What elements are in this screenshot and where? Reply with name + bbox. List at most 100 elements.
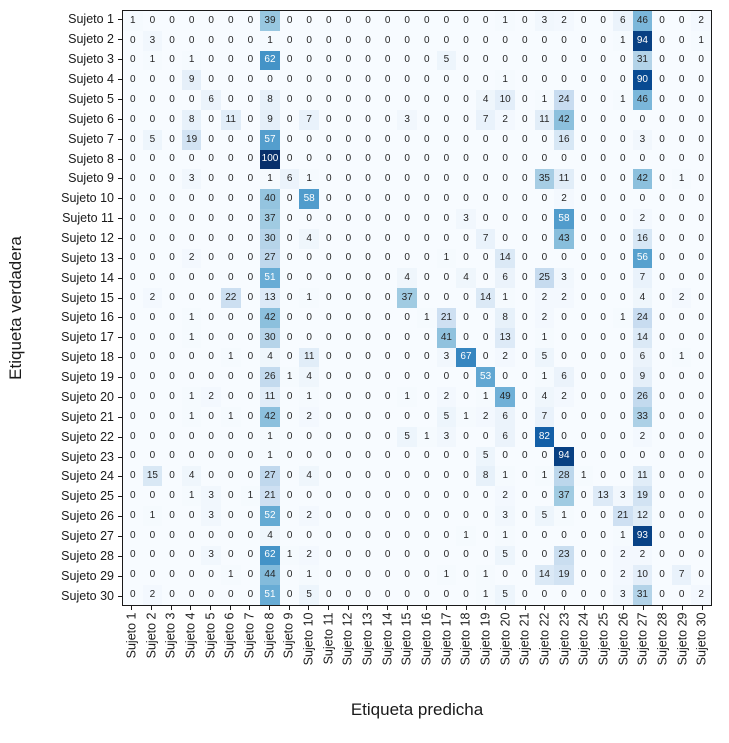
heatmap-cell: 1 [534, 367, 555, 388]
heatmap-cell: 0 [417, 327, 437, 348]
heatmap-cell: 0 [358, 585, 378, 605]
heatmap-cell: 0 [397, 169, 417, 190]
heatmap-cell: 0 [593, 288, 613, 308]
heatmap-cell: 1 [142, 505, 163, 526]
heatmap-cell: 0 [221, 505, 241, 526]
heatmap-cell: 0 [534, 486, 555, 506]
heatmap-cell: 0 [573, 149, 594, 170]
heatmap-cell: 4 [475, 90, 496, 110]
x-tick-mark [524, 606, 526, 610]
heatmap-cell: 0 [613, 288, 633, 308]
heatmap-cell: 0 [691, 466, 711, 487]
heatmap-cell: 30 [260, 327, 280, 348]
heatmap-cell: 0 [377, 248, 398, 269]
heatmap-cell: 2 [436, 387, 457, 407]
heatmap-cell: 0 [279, 228, 300, 249]
heatmap-cell: 0 [456, 149, 476, 170]
heatmap-cell: 0 [475, 505, 496, 526]
heatmap-cell: 0 [142, 367, 163, 388]
heatmap-cell: 0 [397, 367, 417, 388]
heatmap-cell: 0 [475, 70, 496, 91]
heatmap-cell: 37 [397, 288, 417, 308]
heatmap-cell: 9 [181, 70, 202, 91]
heatmap-cell: 9 [632, 367, 653, 388]
heatmap-cell: 0 [534, 30, 555, 51]
heatmap-cell: 0 [554, 70, 574, 91]
heatmap-cell: 0 [652, 248, 672, 269]
heatmap-cell: 0 [319, 525, 339, 546]
heatmap-cell: 0 [554, 347, 574, 368]
heatmap-cell: 37 [554, 486, 574, 506]
y-tick-mark [118, 118, 122, 120]
y-tick-mark [118, 416, 122, 418]
heatmap-cell: 0 [240, 248, 261, 269]
heatmap-cell: 0 [397, 446, 417, 467]
heatmap-cell: 0 [240, 30, 261, 51]
x-tick-label: Sujeto 2 [144, 612, 158, 659]
heatmap-cell: 0 [142, 525, 163, 546]
heatmap-cell: 0 [652, 426, 672, 447]
heatmap-cell: 0 [240, 525, 261, 546]
heatmap-cell: 1 [671, 169, 692, 190]
heatmap-cell: 0 [201, 446, 221, 467]
heatmap-cell: 0 [475, 149, 496, 170]
heatmap-cell: 2 [554, 387, 574, 407]
heatmap-cell: 0 [573, 268, 594, 289]
heatmap-cell: 0 [240, 307, 261, 328]
heatmap-cell: 0 [221, 486, 241, 506]
x-tick-label: Sujeto 7 [242, 612, 257, 659]
heatmap-cell: 0 [397, 525, 417, 546]
heatmap-cell: 0 [162, 109, 182, 130]
heatmap-cell: 0 [515, 208, 535, 229]
x-tick-mark [682, 606, 683, 610]
heatmap-cell: 0 [436, 70, 457, 91]
heatmap-cell: 5 [534, 347, 555, 368]
y-tick-label: Sujeto 15 [61, 290, 114, 305]
heatmap-cell: 0 [652, 327, 672, 348]
heatmap-cell: 0 [123, 426, 143, 447]
heatmap-cell: 0 [397, 545, 417, 566]
heatmap-cell: 0 [475, 30, 496, 51]
y-tick-label: Sujeto 9 [68, 171, 114, 186]
heatmap-cell: 0 [573, 11, 594, 31]
y-tick-label: Sujeto 16 [61, 310, 114, 325]
heatmap-cell: 0 [593, 228, 613, 249]
heatmap-cell: 1 [436, 248, 457, 269]
heatmap-cell: 0 [456, 307, 476, 328]
heatmap-cell: 0 [240, 367, 261, 388]
heatmap-cell: 0 [299, 486, 319, 506]
heatmap-cell: 0 [671, 327, 692, 348]
x-tick-label: Sujeto 17 [439, 612, 453, 666]
heatmap-cell: 0 [534, 248, 555, 269]
heatmap-cell: 14 [632, 327, 653, 348]
heatmap-cell: 0 [240, 189, 261, 209]
y-tick-label: Sujeto 24 [61, 469, 114, 484]
heatmap-cell: 0 [613, 70, 633, 91]
heatmap-cell: 0 [613, 129, 633, 150]
heatmap-cell: 0 [377, 327, 398, 348]
heatmap-cell: 0 [417, 149, 437, 170]
heatmap-cell: 0 [652, 90, 672, 110]
heatmap-cell: 0 [181, 30, 202, 51]
heatmap-cell: 0 [221, 248, 241, 269]
heatmap-cell: 0 [652, 189, 672, 209]
heatmap-cell: 0 [397, 30, 417, 51]
heatmap-cell: 24 [632, 307, 653, 328]
heatmap-cell: 0 [436, 446, 457, 467]
heatmap-cell: 0 [221, 228, 241, 249]
heatmap-cell: 0 [691, 70, 711, 91]
heatmap-cell: 0 [162, 406, 182, 427]
x-tick-mark [446, 606, 447, 610]
heatmap-cell: 0 [279, 466, 300, 487]
heatmap-cell: 0 [417, 248, 437, 269]
y-tick-label: Sujeto 1 [68, 12, 114, 27]
heatmap-cell: 2 [671, 288, 692, 308]
heatmap-cell: 0 [475, 426, 496, 447]
heatmap-cell: 0 [319, 585, 339, 605]
heatmap-cell: 0 [691, 525, 711, 546]
heatmap-cell: 0 [338, 129, 359, 150]
heatmap-cell: 0 [573, 90, 594, 110]
heatmap-cell: 0 [495, 565, 515, 586]
heatmap-cell: 0 [221, 446, 241, 467]
heatmap-cell: 0 [456, 189, 476, 209]
